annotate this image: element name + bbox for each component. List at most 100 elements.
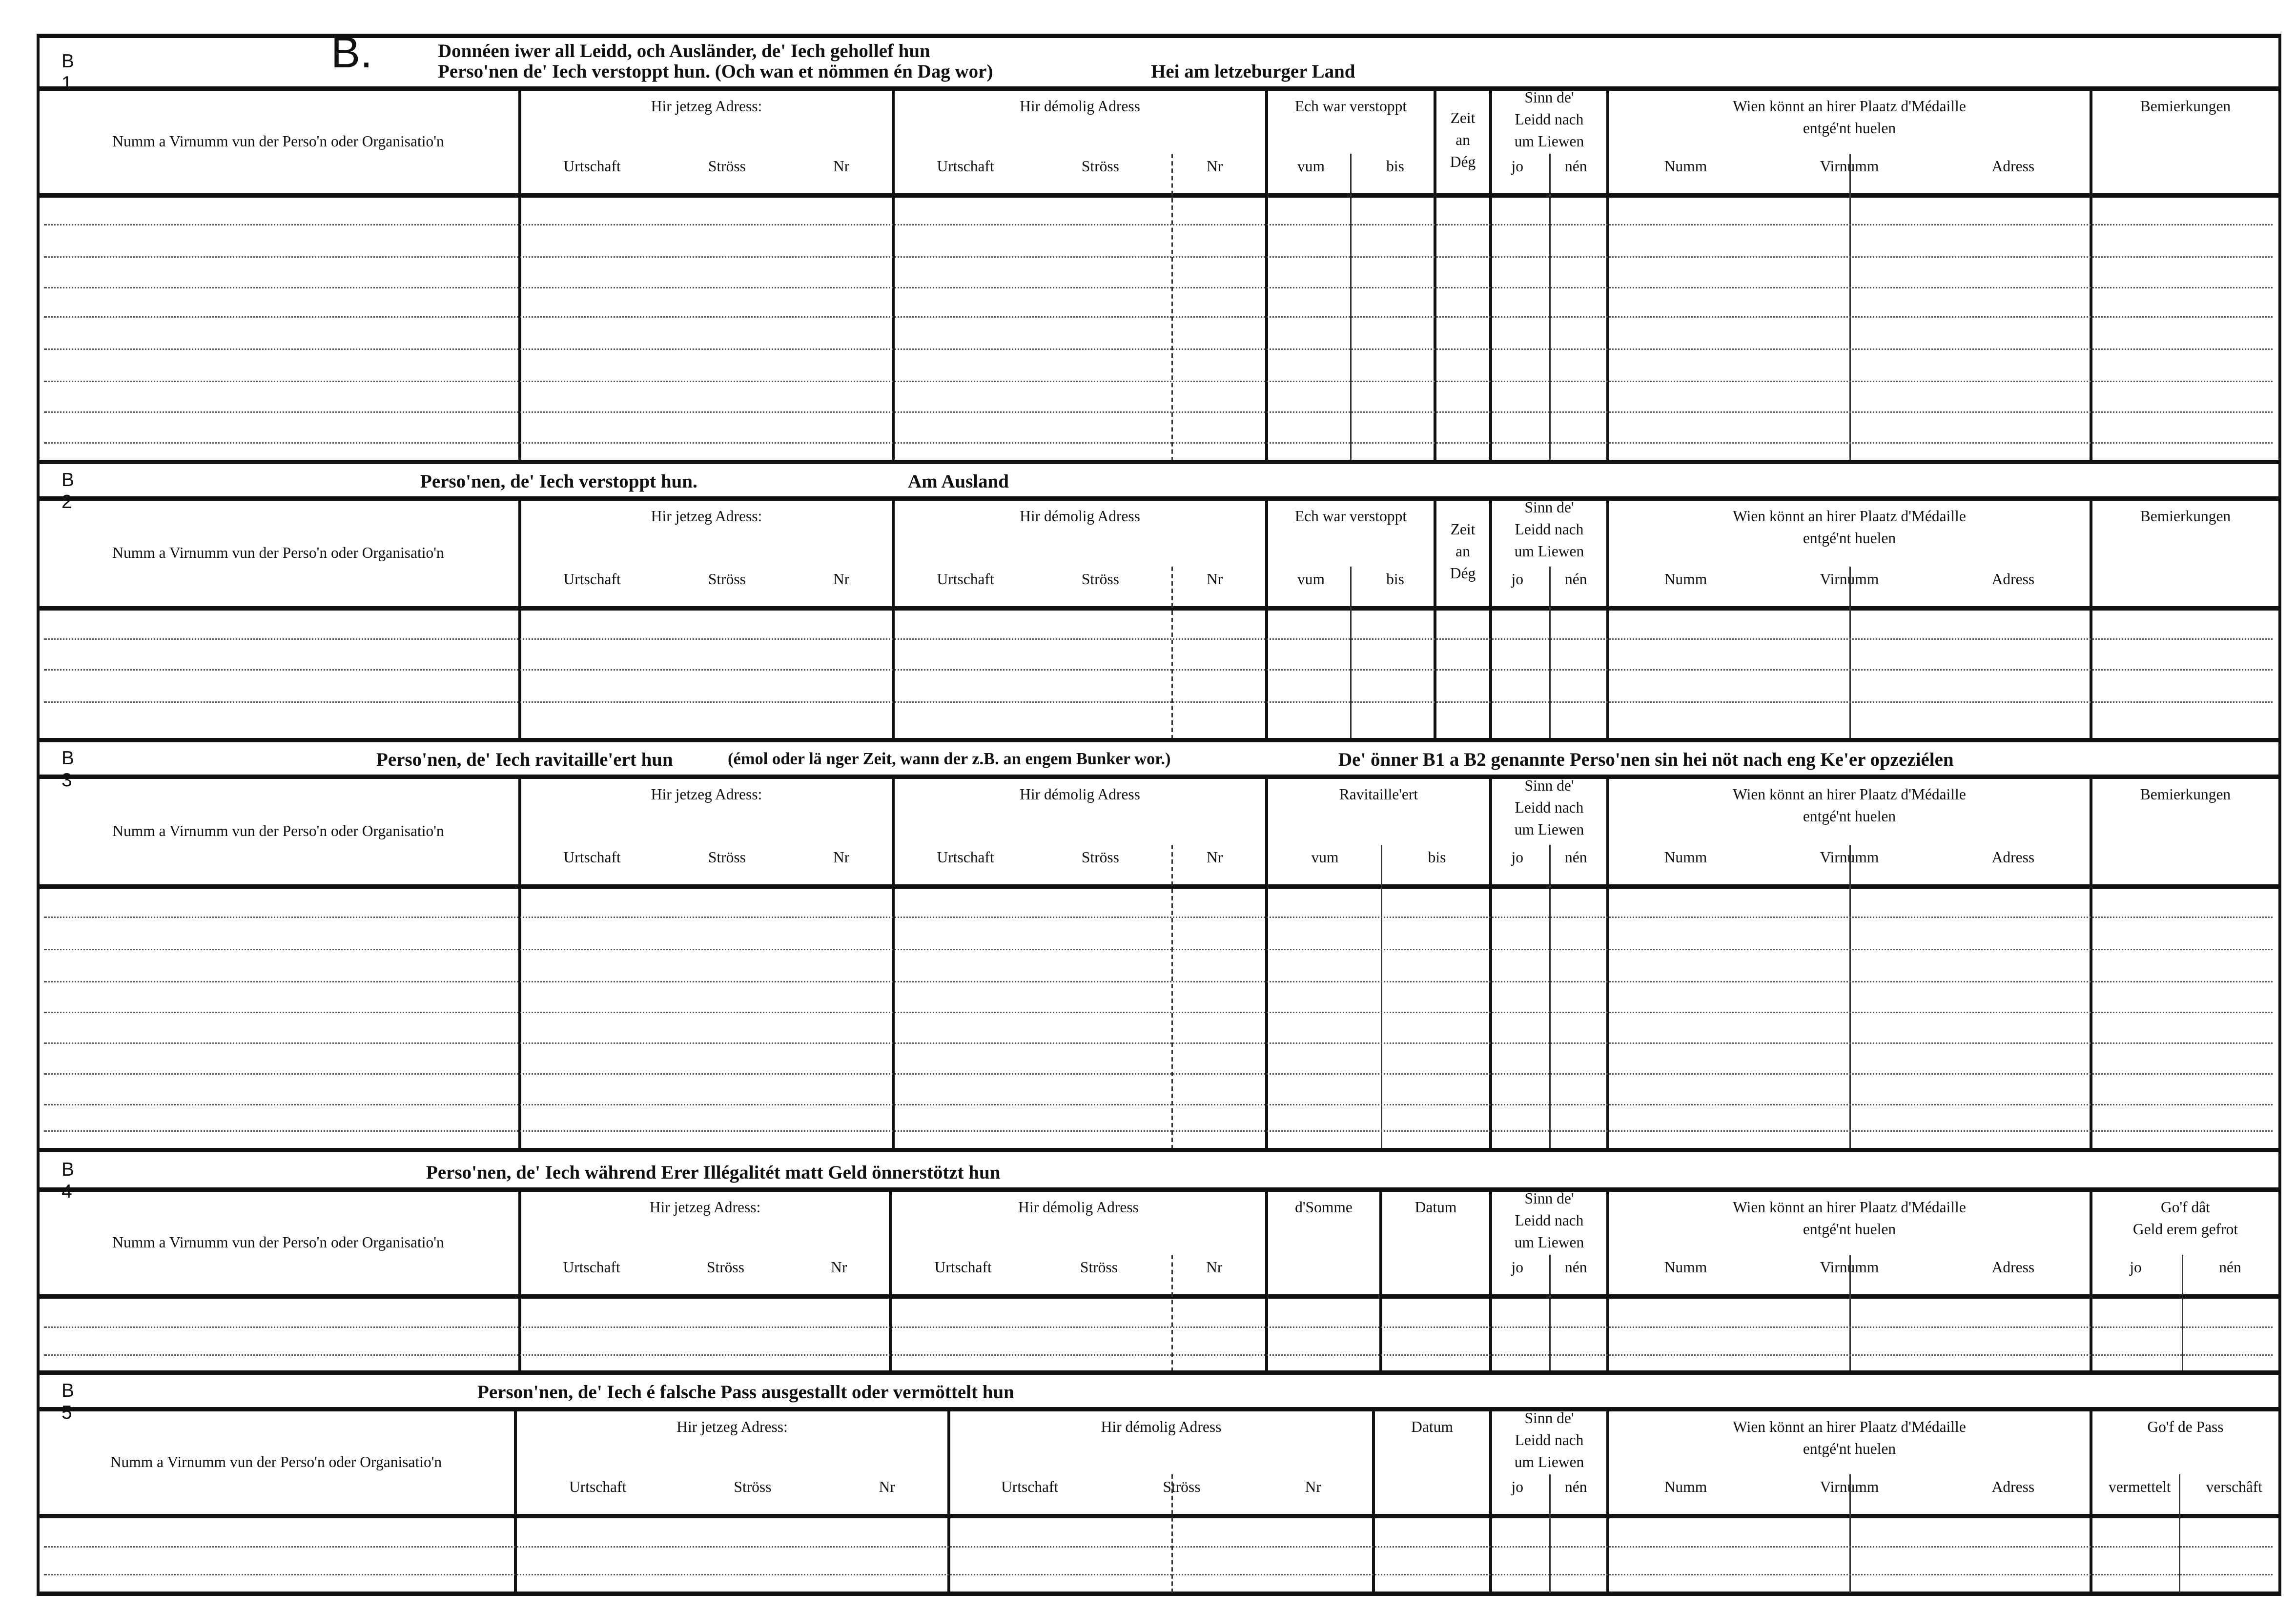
column-header-label: Go'f de Pass <box>2091 1417 2280 1439</box>
entry-row-line[interactable] <box>44 1130 2273 1132</box>
column-divider <box>1606 1189 1609 1372</box>
column-header-label: Bemierkungen <box>2091 507 2280 529</box>
column-6: Wien könnt an hirer Plaatz d'Médaille ent… <box>1608 88 2091 461</box>
subheader-strss: Ströss <box>1081 572 1119 589</box>
column-header-line: Leidd nach <box>1515 1214 1584 1230</box>
column-header-line: Hir démolig Adress <box>1020 788 1140 804</box>
entry-row-line[interactable] <box>44 1104 2273 1105</box>
subcolumn-divider <box>2182 1255 2183 1372</box>
subheader-vermettelt: vermettelt <box>2108 1480 2171 1496</box>
subheader-nr: Nr <box>1207 851 1223 867</box>
entry-row-line[interactable] <box>44 1354 2273 1356</box>
entry-row-line[interactable] <box>44 316 2273 318</box>
column-subheaders: jo nén <box>1491 1480 1608 1496</box>
entry-row-line[interactable] <box>44 669 2273 671</box>
column-header-label: Bemierkungen <box>2091 97 2280 119</box>
entry-row-line[interactable] <box>44 256 2273 258</box>
entry-row-line[interactable] <box>44 1012 2273 1013</box>
column-subheaders: Urtschaft Ströss Nr <box>520 1261 890 1277</box>
entry-row-line[interactable] <box>44 701 2273 703</box>
column-subheaders: jo nén <box>1491 160 1608 176</box>
section-top-rule <box>37 460 2281 464</box>
section-title-extra: De' önner B1 a B2 genannte Perso'nen sin… <box>1338 748 1954 770</box>
column-header-line: um Liewen <box>1514 823 1584 839</box>
subheader-urtschaft: Urtschaft <box>937 851 994 867</box>
column-subheaders: Urtschaft Ströss Nr <box>893 851 1267 867</box>
column-divider <box>1489 1189 1492 1372</box>
column-header-label: Hir démolig Adress <box>893 785 1267 807</box>
subheader-virnumm: Virnumm <box>1820 572 1879 589</box>
subheader-strss: Ströss <box>734 1480 772 1496</box>
section-top-rule <box>37 34 2281 38</box>
column-header-line: entgé'nt huelen <box>1803 531 1896 548</box>
column-header-label: Ravitaille'ert <box>1267 785 1491 807</box>
entry-row-line[interactable] <box>44 348 2273 350</box>
entry-row-line[interactable] <box>44 1574 2273 1575</box>
column-subheaders: jo nén <box>1491 572 1608 589</box>
entry-row-line[interactable] <box>44 981 2273 982</box>
column-divider <box>1489 88 1492 461</box>
column-header-line: Numm a Virnumm vun der Perso'n oder Orga… <box>112 823 444 840</box>
subheader-jo: jo <box>1511 851 1523 867</box>
column-divider <box>1489 498 1492 739</box>
section-title-note: (émol oder lä nger Zeit, wann der z.B. a… <box>728 751 1171 769</box>
entry-row-line[interactable] <box>44 224 2273 225</box>
column-subheaders: jo nén <box>1491 1261 1608 1277</box>
column-header-line: Numm a Virnumm vun der Perso'n oder Orga… <box>112 545 444 562</box>
column-header-label: Wien könnt an hirer Plaatz d'Médaille ent… <box>1608 1417 2091 1461</box>
entry-row-line[interactable] <box>44 1326 2273 1328</box>
subheader-adress: Adress <box>1991 160 2035 176</box>
column-header-label: Sinn de' Leidd nach um Liewen <box>1491 88 1608 154</box>
subcolumn-divider <box>1350 566 1352 739</box>
column-header-line: Hir jetzeg Adress: <box>651 100 762 116</box>
subheader-bis: bis <box>1386 572 1404 589</box>
column-divider <box>2090 776 2092 1149</box>
column-subheaders: Urtschaft Ströss Nr <box>520 572 893 589</box>
entry-row-line[interactable] <box>44 287 2273 288</box>
column-5: Wien könnt an hirer Plaatz d'Médaille ent… <box>1608 776 2091 1149</box>
header-top-rule <box>37 86 2281 91</box>
entry-row-line[interactable] <box>44 442 2273 444</box>
entry-row-line[interactable] <box>44 381 2273 382</box>
subheader-urtschaft: Urtschaft <box>934 1261 992 1277</box>
column-header-line: Dég <box>1450 567 1476 583</box>
entry-row-line[interactable] <box>44 1546 2273 1548</box>
entry-row-line[interactable] <box>44 949 2273 950</box>
subheader-jo: jo <box>1511 1480 1523 1496</box>
subheader-nn: nén <box>1564 851 1587 867</box>
header-bottom-rule <box>37 1514 2281 1518</box>
column-0: Numm a Virnumm vun der Perso'n oder Orga… <box>37 88 520 461</box>
column-header-label: Zeit an Dég <box>1435 108 1491 174</box>
column-7: Go'f dât Geld erem gefrot jo nén <box>2091 1189 2280 1372</box>
column-6: Go'f de Pass vermettelt verschâft <box>2091 1408 2280 1593</box>
subheader-jo: jo <box>2130 1261 2142 1277</box>
subcolumn-divider <box>1350 154 1352 461</box>
column-header-line: um Liewen <box>1514 1236 1584 1252</box>
column-divider <box>1434 88 1436 461</box>
subcolumn-divider <box>1549 1255 1551 1372</box>
subheader-nr: Nr <box>833 851 850 867</box>
column-header-label: Hir démolig Adress <box>893 507 1267 529</box>
section-top-rule <box>37 1148 2281 1152</box>
column-header-line: Go'f de Pass <box>2147 1420 2224 1436</box>
column-header-line: Hir jetzeg Adress: <box>651 788 762 804</box>
column-7: Bemierkungen <box>2091 88 2280 461</box>
column-divider <box>1489 1408 1492 1593</box>
column-header-line: Hir démolig Adress <box>1020 100 1140 116</box>
entry-row-line[interactable] <box>44 638 2273 640</box>
entry-row-line[interactable] <box>44 1073 2273 1075</box>
column-header-label: Hir démolig Adress <box>949 1417 1374 1439</box>
entry-row-line[interactable] <box>44 917 2273 918</box>
entry-row-line[interactable] <box>44 411 2273 413</box>
section-title-extra: Am Ausland <box>908 470 1009 492</box>
column-2: Hir démolig Adress Urtschaft Ströss Nr <box>893 88 1267 461</box>
subcolumn-divider <box>1849 1255 1851 1372</box>
subheader-strss: Ströss <box>1081 160 1119 176</box>
column-0: Numm a Virnumm vun der Perso'n oder Orga… <box>37 1408 515 1593</box>
column-header-line: Hir démolig Adress <box>1101 1420 1222 1436</box>
column-header-line: Leidd nach <box>1515 113 1584 129</box>
column-divider <box>2090 88 2092 461</box>
section-title: Perso'nen, de' Iech ravitaille'ert hun <box>376 748 673 770</box>
entry-row-line[interactable] <box>44 1042 2273 1044</box>
